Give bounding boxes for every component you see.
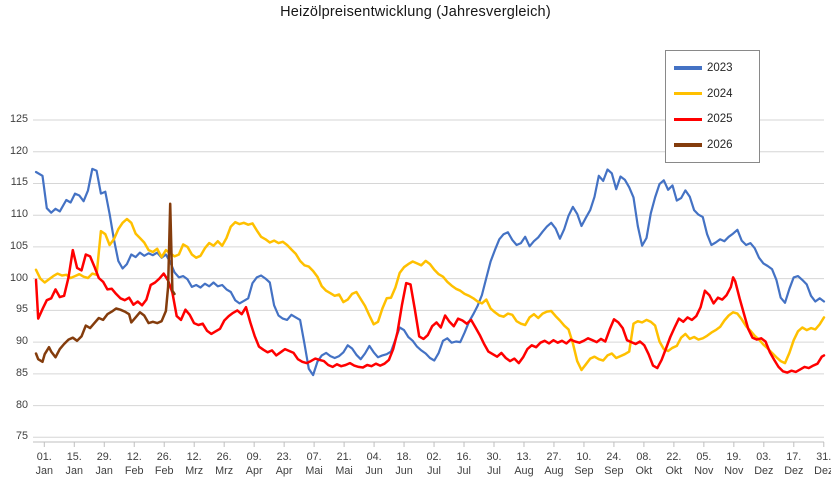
legend-label: 2025	[707, 113, 733, 126]
x-axis-tick-label: 12. Mrz	[185, 451, 204, 477]
x-axis-tick-label: 26. Mrz	[215, 451, 234, 477]
x-axis-tick-label: 16. Jul	[456, 451, 472, 477]
series-line-2025	[34, 248, 826, 374]
legend-item-2025: 2025	[674, 113, 753, 125]
legend-item-2023: 2023	[674, 62, 753, 74]
x-axis-tick-label: 05. Nov	[694, 451, 714, 477]
x-axis-tick-label: 04. Jun	[365, 451, 383, 477]
y-axis-tick-label: 125	[9, 113, 28, 125]
y-axis-tick-label: 105	[9, 239, 28, 252]
x-axis-tick-label: 07. Mai	[305, 451, 323, 477]
x-axis-tick-label: 01. Jan	[35, 451, 53, 477]
x-axis-tick-label: 08. Okt	[635, 451, 653, 477]
legend-label: 2026	[707, 139, 733, 152]
y-axis-tick-label: 85	[15, 366, 28, 379]
legend-label: 2024	[707, 87, 733, 100]
x-axis-tick-label: 15. Jan	[65, 451, 83, 477]
legend-item-2024: 2024	[674, 88, 753, 100]
x-axis-tick-label: 26. Feb	[154, 451, 174, 477]
y-axis-tick-label: 90	[15, 335, 28, 348]
legend-swatch-2025	[674, 117, 702, 122]
y-axis-tick-label: 115	[10, 176, 28, 189]
x-axis-tick-label: 13. Aug	[514, 451, 534, 477]
x-axis-tick-label: 30. Jul	[486, 451, 502, 477]
x-axis-tick-label: 12. Feb	[124, 451, 144, 477]
legend-swatch-2023	[674, 66, 702, 70]
y-axis-tick-label: 110	[10, 208, 28, 221]
legend-swatch-2024	[674, 91, 702, 96]
legend: 2023 2024 2025 2026	[665, 50, 760, 163]
y-axis-tick-label: 75	[15, 430, 28, 443]
chart-title: Heizölpreisentwicklung (Jahresvergleich)	[280, 4, 551, 20]
x-axis-tick-label: 09. Apr	[245, 451, 263, 477]
y-axis-tick-label: 100	[9, 271, 28, 284]
x-axis-tick-label: 31. Dez	[814, 451, 831, 477]
y-axis-tick-label: 120	[9, 144, 28, 157]
x-axis-tick-label: 27. Aug	[544, 451, 564, 477]
x-axis-tick-label: 21. Mai	[335, 451, 353, 477]
x-axis-tick-label: 23. Apr	[275, 451, 293, 477]
x-axis-tick-label: 18. Jun	[395, 451, 413, 477]
x-axis-tick-label: 17. Dez	[784, 451, 804, 477]
x-axis-tick-label: 19. Nov	[724, 451, 744, 477]
x-axis-tick-label: 24. Sep	[604, 451, 624, 477]
x-axis-tick-label: 02. Jul	[426, 451, 442, 477]
series-line-2023	[34, 167, 826, 377]
x-axis-tick-label: 22. Okt	[665, 451, 683, 477]
y-axis-tick-label: 95	[15, 303, 28, 316]
legend-swatch-2026	[674, 143, 702, 147]
legend-item-2026: 2026	[674, 139, 753, 151]
legend-label: 2023	[707, 61, 733, 74]
y-axis-tick-label: 80	[15, 398, 28, 411]
x-axis-tick-label: 03. Dez	[754, 451, 774, 477]
x-axis-tick-label: 10. Sep	[574, 451, 594, 477]
x-axis-tick-label: 29. Jan	[95, 451, 113, 477]
series-line-2026	[34, 202, 176, 364]
series-line-2024	[34, 217, 826, 372]
